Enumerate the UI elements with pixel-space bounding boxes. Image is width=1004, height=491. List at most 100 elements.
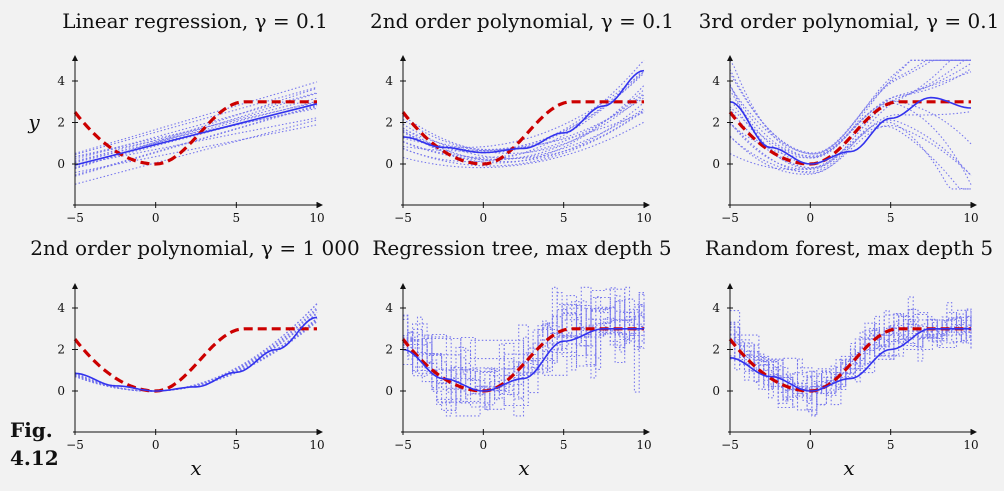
x-tick-label: 10 [636,438,651,452]
ensemble-line [74,119,318,185]
ensemble-line [729,59,971,155]
y-tick-label: 0 [57,157,65,171]
figure-label: Fig. 4.12 [10,416,59,472]
x-tick-label: −5 [394,211,412,225]
ensemble-line [403,292,645,400]
mean-model-line [402,328,644,392]
chart-title: 2nd order polynomial, γ = 0.1 [370,9,674,33]
ensemble-line [729,119,972,177]
ensemble-line [74,303,318,392]
ensemble-line [729,59,971,159]
ensemble-line [403,311,645,403]
x-tick-label: 10 [963,211,978,225]
y-tick-label: 0 [385,384,393,398]
ensemble-line [730,311,972,409]
x-axis-arrow [644,429,650,435]
ensemble-line [730,310,972,411]
x-tick-label: −5 [721,438,739,452]
x-tick-label: 5 [887,438,895,452]
ensemble-line [74,81,318,155]
x-tick-label: 0 [807,211,815,225]
figure-label-line2: 4.12 [10,446,59,470]
ensemble-line [74,303,318,392]
y-tick-label: 4 [57,74,65,88]
y-tick-label: 0 [712,384,720,398]
ensemble-line [402,111,645,152]
x-tick-label: 0 [480,211,488,225]
y-tick-label: 4 [712,74,720,88]
y-axis-arrow [727,283,733,289]
ensemble-line [402,68,645,154]
mean-model-line [729,328,971,392]
ensemble-line [403,288,645,401]
ensemble-line [402,121,645,169]
y-axis-label: y [27,110,40,134]
y-tick-label: 2 [712,343,720,357]
ensemble-line [403,306,644,400]
x-tick-label: 10 [309,211,324,225]
ensemble-line [403,296,644,392]
x-tick-label: 5 [560,211,568,225]
y-tick-label: 2 [57,343,65,357]
ensemble-line [729,84,972,157]
ensemble-line [730,309,971,413]
ensemble-line [74,124,318,174]
ensemble-line [403,301,645,404]
true-function-line [73,327,317,393]
ensemble-line [730,316,971,405]
x-tick-label: 0 [152,211,160,225]
x-tick-label: 5 [233,211,241,225]
x-tick-label: −5 [394,438,412,452]
ensemble-line [729,125,971,190]
ensemble-line [74,104,318,176]
ensemble-line [729,62,972,169]
ensemble-line [403,309,644,417]
ensemble-line [403,293,644,417]
x-tick-label: 5 [887,211,895,225]
y-tick-label: 4 [385,74,393,88]
ensemble-line [729,59,971,155]
ensemble-line [403,286,645,393]
ensemble-line [74,312,318,392]
ensemble-line [74,319,318,392]
chart-panel-2: 2nd order polynomial, γ = 0.1 −5 0 5 10 0 2 4 [370,9,674,225]
y-tick-label: 2 [385,343,393,357]
y-tick-label: 2 [385,116,393,130]
y-tick-label: 2 [712,116,720,130]
x-axis-label: x [190,456,201,480]
ensemble-line [730,315,971,395]
x-tick-label: 0 [480,438,488,452]
ensemble-line [403,298,645,406]
x-tick-label: −5 [721,211,739,225]
x-axis-arrow [971,202,977,208]
x-tick-label: 0 [152,438,160,452]
x-axis-arrow [317,429,323,435]
x-axis-label: x [518,456,529,480]
x-axis-arrow [644,202,650,208]
y-tick-label: 4 [385,301,393,315]
ensemble-line [402,109,645,160]
x-tick-label: −5 [66,211,84,225]
y-tick-label: 0 [385,157,393,171]
ensemble-line [74,313,318,392]
ensemble-line [402,71,645,163]
chart-panel-1: Linear regression, γ = 0.1 −5 0 5 10 0 2 4 y [27,9,327,225]
ensemble-line [74,311,318,392]
mean-model-line [74,103,318,166]
mean-model-line [729,96,972,165]
chart-panel-4: 2nd order polynomial, γ = 1 000 −5 0 5 10 0 2 4… [30,236,359,480]
y-tick-label: 2 [57,116,65,130]
y-axis-arrow [400,283,406,289]
y-axis-arrow [727,55,733,61]
y-axis-arrow [72,283,78,289]
ensemble-line [74,92,318,160]
ensemble-line [402,59,645,151]
ensemble-line [74,320,318,392]
chart-panel-3: 3rd order polynomial, γ = 0.1 −5 0 5 10 0 2 4 [699,9,1000,225]
mean-model-line [74,316,318,392]
x-tick-label: 5 [560,438,568,452]
y-axis-arrow [400,55,406,61]
ensemble-line [402,107,645,161]
ensemble-line [730,309,971,417]
